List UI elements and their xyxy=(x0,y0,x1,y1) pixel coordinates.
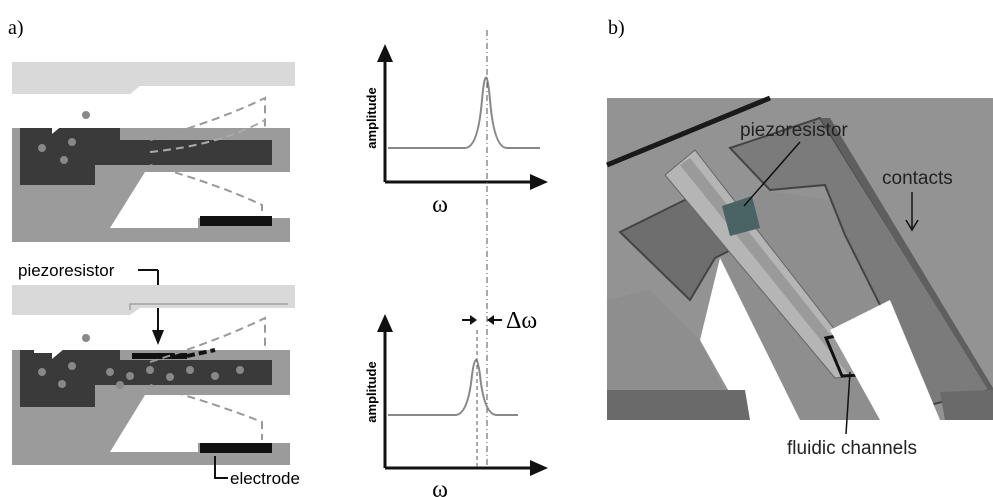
figure: a) b) piezoresistor xyxy=(0,0,993,497)
annotation: electrode xyxy=(230,469,300,488)
schematic-bottom xyxy=(12,285,295,465)
annotation: contacts xyxy=(882,168,953,189)
panel-label: b) xyxy=(608,17,625,39)
x-label: ω xyxy=(432,192,448,218)
plot-bottom xyxy=(385,330,532,468)
plot-top xyxy=(385,60,532,182)
panel-label: a) xyxy=(8,17,24,39)
x-label: ω xyxy=(432,477,448,497)
y-label: amplitude xyxy=(364,87,379,148)
schematic-top xyxy=(12,62,295,242)
y-label: amplitude xyxy=(364,361,379,422)
annotation: fluidic channels xyxy=(787,438,917,459)
device-render xyxy=(607,98,993,420)
annotation: piezoresistor xyxy=(740,120,848,141)
shift-label: Δω xyxy=(506,308,537,334)
annotation: piezoresistor xyxy=(18,261,115,280)
